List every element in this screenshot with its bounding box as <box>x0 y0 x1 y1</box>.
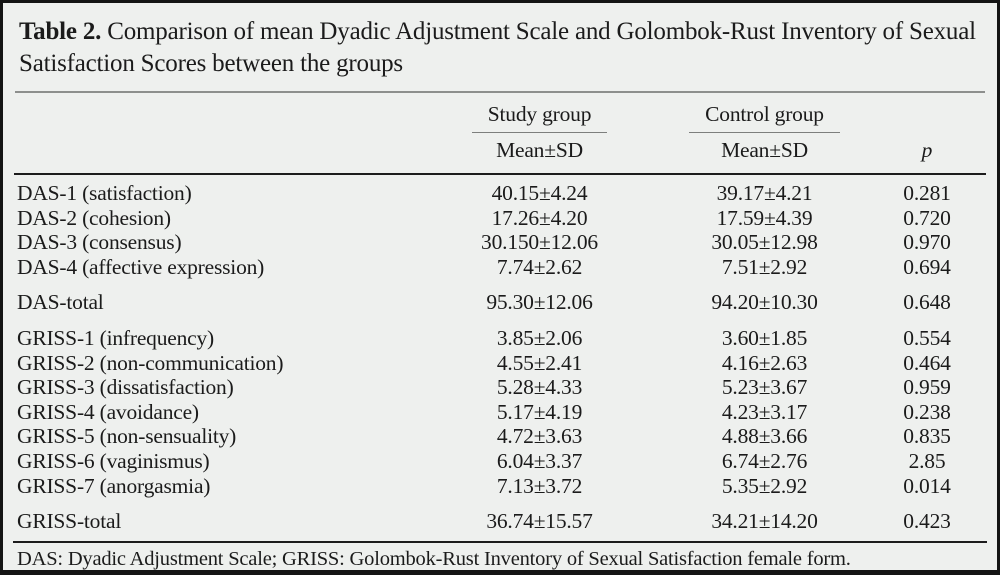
table-row: GRISS-4 (avoidance) 5.17±4.19 4.23±3.17 … <box>3 400 997 425</box>
study-group-value: 6.04±3.37 <box>496 448 583 473</box>
row-label: GRISS-total <box>17 509 122 534</box>
table-row: DAS-2 (cohesion) 17.26±4.20 17.59±4.39 0… <box>3 206 997 231</box>
p-value: 0.959 <box>903 375 951 400</box>
study-group-value: 3.85±2.06 <box>496 325 583 350</box>
study-group-value: 5.17±4.19 <box>496 399 583 424</box>
p-value: 0.835 <box>903 424 951 449</box>
table-row: GRISS-6 (vaginismus) 6.04±3.37 6.74±2.76… <box>3 449 997 474</box>
control-group-value: 34.21±14.20 <box>711 509 818 534</box>
table-row: DAS-3 (consensus) 30.150±12.06 30.05±12.… <box>3 230 997 255</box>
control-group-value: 4.23±3.17 <box>721 399 808 424</box>
row-label: GRISS-5 (non-sensuality) <box>17 424 237 449</box>
row-label: GRISS-4 (avoidance) <box>17 399 199 424</box>
subheader-row: Mean±SD Mean±SD p <box>3 134 997 167</box>
table-row: GRISS-5 (non-sensuality) 4.72±3.63 4.88±… <box>3 424 997 449</box>
mean-sd-header-control: Mean±SD <box>721 138 808 162</box>
control-group-value: 4.16±2.63 <box>721 350 808 375</box>
table-row: GRISS-total 36.74±15.57 34.21±14.20 0.42… <box>3 509 997 534</box>
p-value: 0.970 <box>903 230 951 255</box>
p-value: 0.423 <box>903 509 951 534</box>
title-divider-rule <box>15 91 985 93</box>
footnote-divider-rule <box>13 540 987 543</box>
p-value: 2.85 <box>908 448 946 473</box>
control-group-value: 94.20±10.30 <box>711 290 818 315</box>
table-row: GRISS-2 (non-communication) 4.55±2.41 4.… <box>3 351 997 376</box>
group-header-row: Study group Control group <box>3 101 997 134</box>
table-body: DAS-1 (satisfaction) 40.15±4.24 39.17±4.… <box>3 175 997 534</box>
p-value: 0.238 <box>903 399 951 424</box>
study-group-header-cell: Study group <box>427 102 652 133</box>
row-label: GRISS-1 (infrequency) <box>17 325 215 350</box>
row-label: GRISS-7 (anorgasmia) <box>17 473 211 498</box>
study-group-header: Study group <box>471 102 608 133</box>
p-value: 0.648 <box>903 290 951 315</box>
control-group-value: 6.74±2.76 <box>721 448 808 473</box>
row-label: DAS-total <box>17 290 104 315</box>
row-label: GRISS-6 (vaginismus) <box>17 448 210 473</box>
table-row: GRISS-7 (anorgasmia) 7.13±3.72 5.35±2.92… <box>3 474 997 499</box>
mean-sd-header-study: Mean±SD <box>496 138 583 162</box>
study-group-value: 7.74±2.62 <box>496 254 583 279</box>
control-group-value: 17.59±4.39 <box>716 205 813 230</box>
table-footnote: DAS: Dyadic Adjustment Scale; GRISS: Gol… <box>17 547 851 570</box>
study-group-value: 36.74±15.57 <box>486 509 593 534</box>
control-group-value: 4.88±3.66 <box>721 424 808 449</box>
study-group-value: 17.26±4.20 <box>491 205 588 230</box>
study-group-value: 7.13±3.72 <box>496 473 583 498</box>
study-group-value: 4.55±2.41 <box>496 350 583 375</box>
study-group-value: 4.72±3.63 <box>496 424 583 449</box>
control-group-value: 3.60±1.85 <box>721 325 808 350</box>
row-label: DAS-4 (affective expression) <box>17 254 265 279</box>
p-value: 0.694 <box>903 254 951 279</box>
study-group-value: 40.15±4.24 <box>491 181 588 205</box>
p-value-header: p <box>921 138 933 162</box>
control-group-header: Control group <box>689 102 840 133</box>
row-label: DAS-2 (cohesion) <box>17 205 171 230</box>
control-group-value: 30.05±12.98 <box>711 230 818 255</box>
table-row: DAS-4 (affective expression) 7.74±2.62 7… <box>3 255 997 280</box>
table-row: DAS-1 (satisfaction) 40.15±4.24 39.17±4.… <box>3 181 997 206</box>
row-label: GRISS-2 (non-communication) <box>17 350 284 375</box>
p-value: 0.464 <box>903 350 951 375</box>
table-title-text: Comparison of mean Dyadic Adjustment Sca… <box>19 18 976 77</box>
row-label: DAS-1 (satisfaction) <box>17 181 192 205</box>
control-group-header-cell: Control group <box>652 102 877 133</box>
p-value: 0.720 <box>903 205 951 230</box>
control-group-value: 39.17±4.21 <box>716 181 813 205</box>
table-row: GRISS-1 (infrequency) 3.85±2.06 3.60±1.8… <box>3 326 997 351</box>
control-group-value: 7.51±2.92 <box>721 254 808 279</box>
table-title-number: Table 2. <box>19 18 102 45</box>
row-label: DAS-3 (consensus) <box>17 230 182 255</box>
control-group-value: 5.35±2.92 <box>721 473 808 498</box>
row-label: GRISS-3 (dissatisfaction) <box>17 375 234 400</box>
table-row: GRISS-3 (dissatisfaction) 5.28±4.33 5.23… <box>3 375 997 400</box>
table-row: DAS-total 95.30±12.06 94.20±10.30 0.648 <box>3 290 997 315</box>
study-group-value: 95.30±12.06 <box>486 290 593 315</box>
p-value: 0.554 <box>903 325 951 350</box>
study-group-value: 5.28±4.33 <box>496 375 583 400</box>
p-value: 0.014 <box>903 473 951 498</box>
table-title: Table 2. Comparison of mean Dyadic Adjus… <box>3 3 997 91</box>
header-divider-rule <box>14 173 986 175</box>
p-value: 0.281 <box>903 181 951 205</box>
control-group-value: 5.23±3.67 <box>721 375 808 400</box>
study-group-value: 30.150±12.06 <box>481 230 598 255</box>
table-header: Study group Control group Mean±SD Mean±S… <box>3 93 997 167</box>
